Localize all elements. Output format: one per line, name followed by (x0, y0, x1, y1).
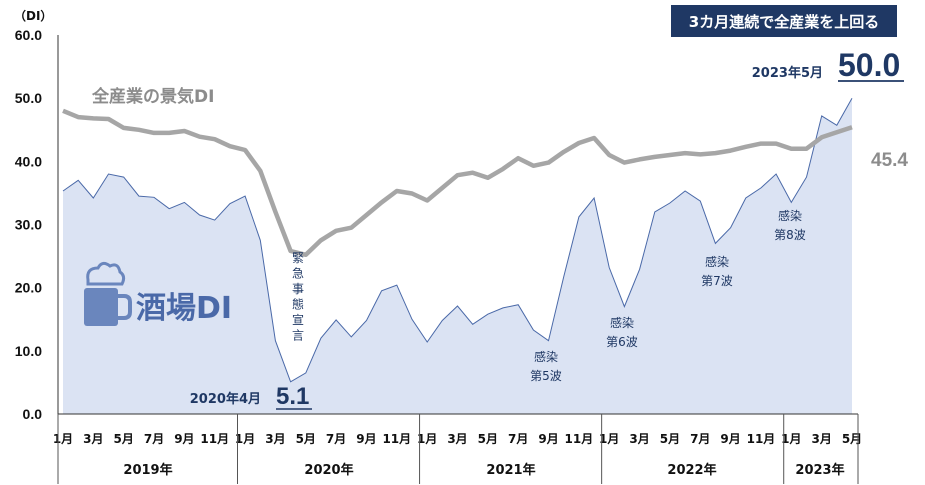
y-tick-label: 50.0 (15, 90, 42, 106)
y-tick-label: 20.0 (15, 280, 42, 296)
x-tick-label: 11月 (565, 432, 594, 446)
end-date-label: 2023年5月 (752, 65, 823, 81)
x-tick-label: 7月 (326, 432, 346, 446)
x-tick-label: 7月 (144, 432, 164, 446)
y-tick-label: 0.0 (23, 406, 43, 422)
x-tick-label: 3月 (447, 432, 467, 446)
x-tick-label: 9月 (720, 432, 740, 446)
series-label-sakaba: 酒場DI (136, 291, 232, 326)
emergency-declaration-label: 緊急事態宣言 (292, 251, 304, 343)
x-tick-label: 1月 (53, 432, 73, 446)
series2-end-value: 45.4 (871, 150, 908, 171)
x-tick-label: 5月 (114, 432, 134, 446)
x-tick-label: 1月 (235, 432, 255, 446)
x-tick-label: 3月 (629, 432, 649, 446)
series-label-all-industry: 全産業の景気DI (91, 86, 214, 107)
x-tick-label: 3月 (811, 432, 831, 446)
wave7-label-b: 第7波 (701, 274, 733, 288)
wave8-label-a: 感染 (778, 208, 802, 223)
x-tick-label: 1月 (781, 432, 801, 446)
y-tick-label: 10.0 (15, 343, 42, 359)
sakaba-di-line (62, 97, 853, 383)
sakaba-di-area (63, 98, 852, 414)
end-value: 50.0 (838, 47, 900, 83)
x-tick-label: 7月 (508, 432, 528, 446)
x-tick-label: 1月 (417, 432, 437, 446)
x-tick-label: 9月 (174, 432, 194, 446)
start-date-label: 2020年4月 (190, 391, 261, 407)
wave5-label-b: 第5波 (530, 369, 562, 383)
x-tick-label: 9月 (356, 432, 376, 446)
x-tick-label: 1月 (599, 432, 619, 446)
x-tick-label: 9月 (538, 432, 558, 446)
start-value: 5.1 (276, 383, 309, 410)
year-2021: 2021年 (486, 462, 535, 478)
x-tick-label: 11月 (382, 432, 411, 446)
wave6-label-a: 感染 (610, 315, 634, 330)
headline-badge: 3カ月連続で全産業を上回る (671, 5, 897, 37)
y-tick-label: 60.0 (15, 27, 42, 43)
y-unit-label: （DI） (14, 8, 52, 23)
wave7-label-a: 感染 (705, 254, 729, 269)
all-industry-di-line (62, 108, 853, 258)
x-tick-label: 5月 (660, 432, 680, 446)
x-tick-label: 5月 (842, 432, 862, 446)
year-2022: 2022年 (667, 462, 716, 478)
x-tick-label: 5月 (478, 432, 498, 446)
year-2020: 2020年 (304, 462, 353, 478)
y-tick-label: 30.0 (15, 217, 42, 233)
x-tick-label: 11月 (200, 432, 229, 446)
year-2023: 2023年 (795, 462, 844, 478)
x-tick-labels: 1月 3月 5月 7月 9月 11月 1月 3月 5月 7月 9月 11月 1月 3月 5月 7月 9月 11月 1… (53, 432, 862, 446)
x-tick-label: 3月 (83, 432, 103, 446)
year-separators (57, 414, 859, 484)
year-2019: 2019年 (123, 462, 172, 478)
y-tick-label: 40.0 (15, 153, 42, 169)
y-tick-labels: 0.0 10.0 20.0 30.0 40.0 50.0 60.0 (15, 27, 42, 422)
x-tick-label: 5月 (296, 432, 316, 446)
beer-mug-icon (84, 261, 132, 326)
wave6-label-b: 第6波 (606, 335, 638, 349)
wave5-label-a: 感染 (534, 349, 558, 364)
wave8-label-b: 第8波 (774, 228, 806, 242)
x-tick-label: 3月 (265, 432, 285, 446)
x-tick-label: 7月 (690, 432, 710, 446)
x-tick-label: 11月 (747, 432, 776, 446)
